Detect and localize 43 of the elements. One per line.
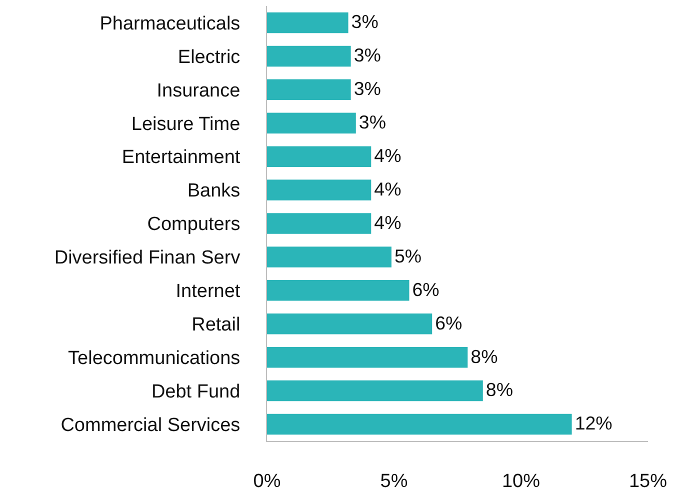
y-tick-label: Internet bbox=[176, 281, 241, 302]
y-tick-label: Leisure Time bbox=[131, 114, 240, 135]
x-tick-label: 15% bbox=[628, 470, 668, 489]
bar bbox=[267, 180, 372, 200]
y-tick-label: Commercial Services bbox=[60, 414, 240, 436]
bar bbox=[267, 146, 372, 167]
data-label: 3% bbox=[351, 11, 378, 32]
data-label: 6% bbox=[412, 278, 440, 300]
data-label: 3% bbox=[354, 44, 382, 66]
bar bbox=[267, 380, 483, 402]
y-tick-label: Pharmaceuticals bbox=[100, 13, 240, 34]
bar bbox=[267, 112, 356, 134]
data-label: 8% bbox=[470, 346, 498, 367]
y-tick-label: Retail bbox=[192, 314, 240, 336]
bar bbox=[267, 79, 351, 100]
x-tick-label: 0% bbox=[253, 470, 281, 489]
data-label: 6% bbox=[435, 312, 463, 334]
bar bbox=[267, 246, 392, 268]
data-label: 3% bbox=[354, 78, 382, 100]
data-label: 4% bbox=[374, 145, 402, 166]
data-label: 4% bbox=[374, 212, 402, 233]
y-tick-label: Electric bbox=[178, 46, 240, 68]
bar bbox=[267, 314, 432, 334]
bar bbox=[267, 346, 468, 368]
data-label: 8% bbox=[486, 379, 514, 400]
data-label: 5% bbox=[394, 245, 422, 266]
x-tick-label: 10% bbox=[502, 470, 540, 489]
x-tick-label: 5% bbox=[380, 470, 408, 489]
y-tick-label: Telecommunications bbox=[68, 348, 240, 369]
y-tick-label: Banks bbox=[187, 180, 240, 202]
bar bbox=[267, 46, 351, 67]
bar bbox=[267, 280, 410, 301]
bar bbox=[267, 414, 572, 435]
bar bbox=[267, 213, 372, 234]
y-tick-label: Debt Fund bbox=[151, 381, 240, 402]
bar bbox=[267, 12, 348, 34]
y-tick-label: Insurance bbox=[156, 80, 240, 102]
y-tick-label: Entertainment bbox=[122, 147, 241, 168]
y-tick-label: Computers bbox=[147, 214, 240, 236]
data-label: 3% bbox=[358, 112, 386, 133]
data-label: 12% bbox=[574, 412, 612, 434]
data-label: 4% bbox=[374, 178, 402, 200]
y-tick-label: Diversified Finan Serv bbox=[54, 248, 241, 269]
